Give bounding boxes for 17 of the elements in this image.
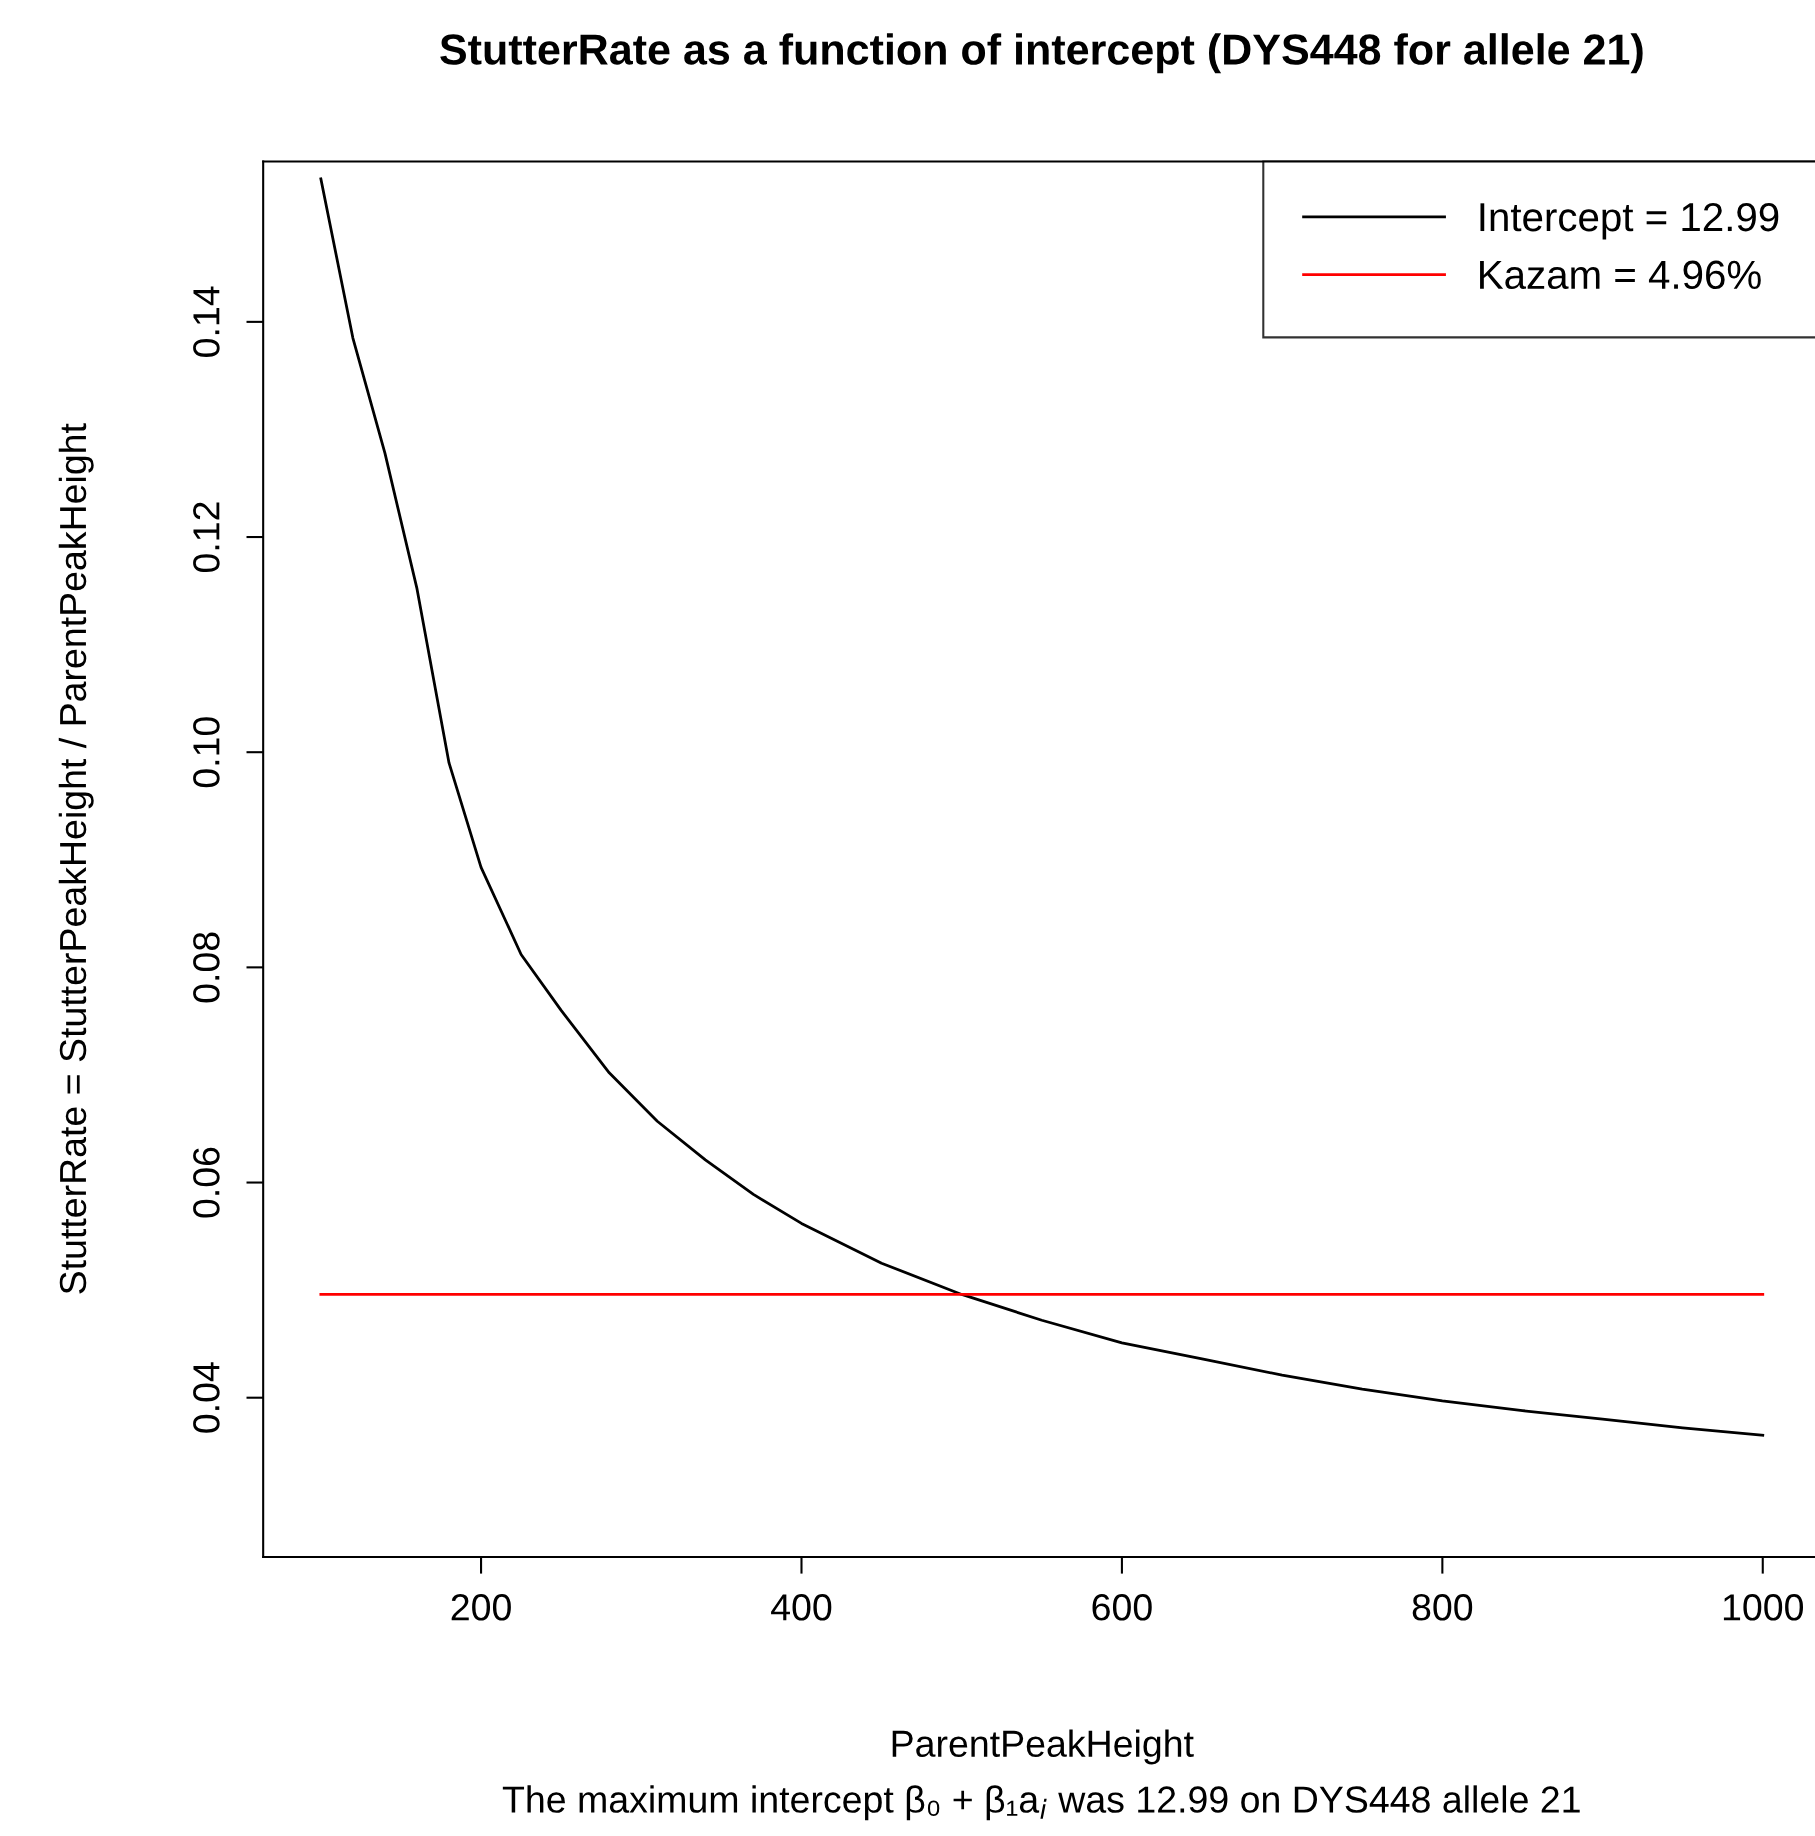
chart-title: StutterRate as a function of intercept (DYS448 for allele 21)	[440, 33, 1643, 74]
x-tick-label: 400	[771, 1594, 832, 1621]
y-tick-label: 0.12	[193, 502, 220, 573]
legend-label: Kazam = 4.96%	[1480, 260, 1761, 290]
y-tick-label: 0.14	[193, 286, 220, 357]
y-axis-title: StutterRate = StutterPeakHeight / ParentPeakHeight	[58, 423, 94, 1294]
x-tick-label: 800	[1412, 1594, 1473, 1621]
y-tick-label: 0.10	[193, 717, 220, 788]
y-tick-label: 0.06	[193, 1147, 220, 1218]
y-tick-label: 0.08	[193, 932, 220, 1003]
legend-label: Intercept = 12.99	[1480, 202, 1779, 240]
x-tick-label: 1000	[1723, 1594, 1804, 1621]
y-tick-label: 0.04	[193, 1362, 220, 1433]
x-axis-title: ParentPeakHeight	[892, 1729, 1194, 1765]
x-tick-label: 200	[451, 1594, 511, 1621]
x-tick-label: 600	[1092, 1594, 1152, 1621]
text: The maximum intercept β₀ + β₁a$_{i}$ was 12.99 on DYS448 allele 21	[502, 1785, 1580, 1821]
